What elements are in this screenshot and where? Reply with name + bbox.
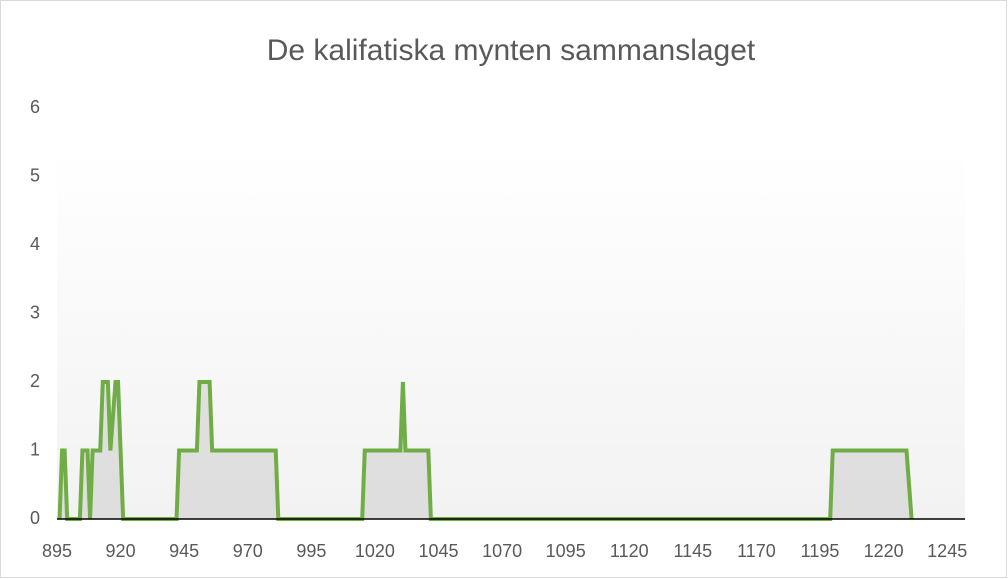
x-tick-label: 1245 [927,541,967,561]
y-tick-label: 1 [30,439,40,459]
line [57,380,914,521]
x-tick-label: 895 [42,541,72,561]
x-tick-label: 1020 [355,541,395,561]
x-tick-label: 1170 [737,541,776,561]
x-tick-label: 1045 [418,541,458,561]
x-tick-label: 945 [169,541,199,561]
y-tick-label: 6 [30,97,40,117]
area-fill [59,382,912,519]
y-tick-label: 4 [30,234,40,254]
chart-title: De kalifatiska mynten sammanslaget [267,34,756,67]
y-tick-label: 0 [30,508,40,528]
y-tick-label: 5 [30,165,40,185]
x-tick-label: 1120 [610,541,649,561]
x-tick-label: 920 [106,541,136,561]
x-tick-label: 1145 [673,541,712,561]
x-tick-label: 1220 [864,541,904,561]
x-tick-label: 1195 [801,541,840,561]
y-tick-label: 2 [30,371,40,391]
x-tick-label: 1095 [546,541,586,561]
y-tick-label: 3 [30,302,40,322]
x-tick-label: 970 [233,541,263,561]
x-tick-label: 1070 [482,541,522,561]
x-tick-label: 995 [296,541,326,561]
